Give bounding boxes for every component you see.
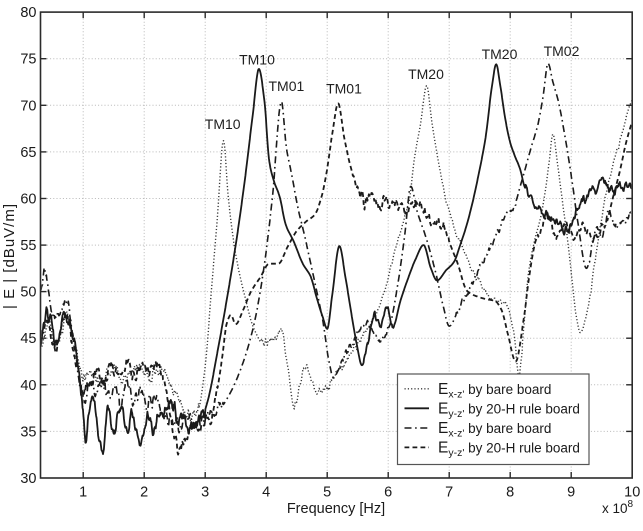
svg-text:TM20: TM20 xyxy=(408,66,444,82)
svg-text:8: 8 xyxy=(506,485,514,501)
svg-text:10: 10 xyxy=(624,485,640,501)
svg-text:55: 55 xyxy=(20,238,36,254)
svg-text:2: 2 xyxy=(140,485,148,501)
svg-text:35: 35 xyxy=(20,424,36,440)
svg-text:TM10: TM10 xyxy=(239,52,275,68)
svg-text:40: 40 xyxy=(20,378,36,394)
svg-text:75: 75 xyxy=(20,52,36,68)
svg-text:65: 65 xyxy=(20,145,36,161)
svg-text:Ey-z' by 20-H rule board: Ey-z' by 20-H rule board xyxy=(438,439,580,459)
svg-text:6: 6 xyxy=(384,485,392,501)
svg-text:7: 7 xyxy=(445,485,453,501)
svg-text:TM01: TM01 xyxy=(326,81,362,97)
svg-text:1: 1 xyxy=(79,485,87,501)
svg-text:60: 60 xyxy=(20,191,36,207)
svg-text:TM02: TM02 xyxy=(544,43,580,59)
svg-text:TM20: TM20 xyxy=(482,46,518,62)
svg-text:Ex-z' by bare board: Ex-z' by bare board xyxy=(438,420,551,440)
svg-text:50: 50 xyxy=(20,285,36,301)
svg-text:| E | [dBuV/m]: | E | [dBuV/m] xyxy=(1,203,18,309)
svg-text:30: 30 xyxy=(20,471,36,487)
svg-text:5: 5 xyxy=(323,485,331,501)
svg-text:x 108: x 108 xyxy=(602,499,634,516)
svg-text:Ey-z' by 20-H rule board: Ey-z' by 20-H rule board xyxy=(438,400,580,420)
svg-text:Ex-z' by bare board: Ex-z' by bare board xyxy=(438,381,551,401)
svg-text:3: 3 xyxy=(201,485,209,501)
svg-text:TM01: TM01 xyxy=(269,78,305,94)
svg-text:70: 70 xyxy=(20,98,36,114)
svg-text:TM10: TM10 xyxy=(205,116,241,132)
svg-text:4: 4 xyxy=(262,485,270,501)
svg-text:45: 45 xyxy=(20,331,36,347)
svg-text:80: 80 xyxy=(20,5,36,21)
svg-text:Frequency [Hz]: Frequency [Hz] xyxy=(287,501,385,517)
svg-text:9: 9 xyxy=(567,485,575,501)
